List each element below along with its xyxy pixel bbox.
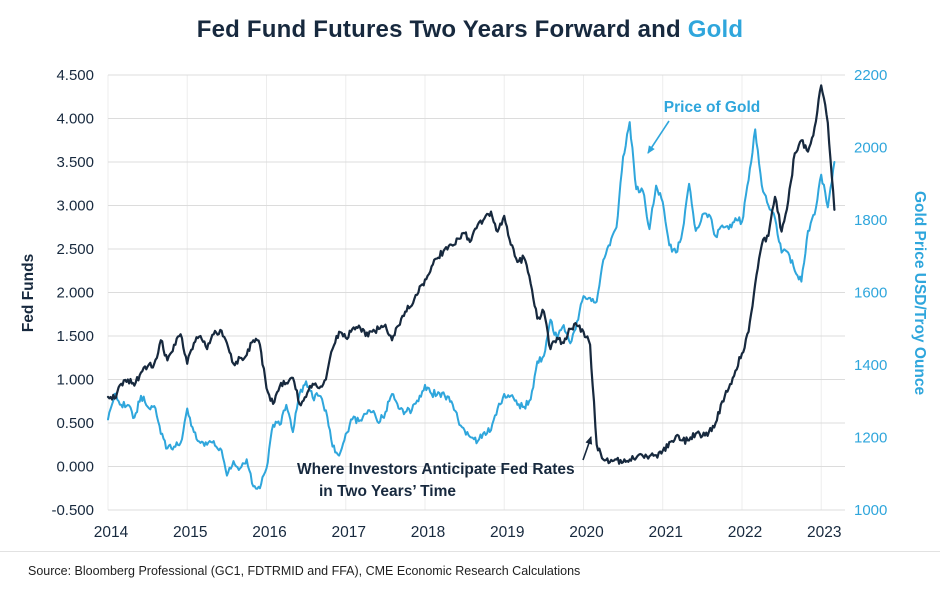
right-axis-tick-label: 1200 bbox=[854, 430, 887, 447]
right-axis-tick-label: 1000 bbox=[854, 502, 887, 519]
chart-title-main: Fed Fund Futures Two Years Forward and bbox=[196, 16, 688, 43]
annotation-text-price-of-gold: Price of Gold bbox=[664, 99, 760, 116]
gold-price-line bbox=[107, 121, 836, 490]
annotation-arrow-price-of-gold bbox=[647, 120, 670, 154]
right-axis-tick-label: 1800 bbox=[854, 212, 887, 229]
annotation-arrow-fed-anticipation bbox=[582, 436, 593, 461]
right-axis-title: Gold Price USD/Troy Ounce bbox=[911, 191, 928, 396]
annotation-text-fed-anticipation: Where Investors Anticipate Fed Rates bbox=[297, 461, 575, 478]
left-axis-tick-label: 0.000 bbox=[56, 459, 94, 476]
x-axis-tick-label: 2015 bbox=[173, 524, 207, 541]
x-axis-tick-label: 2018 bbox=[411, 524, 445, 541]
x-axis-tick-label: 2022 bbox=[728, 524, 762, 541]
left-axis-tick-label: 3.500 bbox=[56, 154, 94, 171]
left-axis-tick-label: 1.500 bbox=[56, 328, 94, 345]
source-note: Source: Bloomberg Professional (GC1, FDT… bbox=[0, 551, 940, 578]
chart-title: Fed Fund Futures Two Years Forward and G… bbox=[0, 16, 940, 44]
right-axis-tick-label: 1600 bbox=[854, 285, 887, 302]
x-axis-tick-label: 2023 bbox=[807, 524, 841, 541]
x-axis-tick-label: 2021 bbox=[648, 524, 682, 541]
x-axis-tick-label: 2019 bbox=[490, 524, 524, 541]
chart-svg: 4.500 4.000 3.500 3.000 2.500 2.000 1.500 1.000… bbox=[20, 67, 928, 541]
annotation-text-fed-anticipation: in Two Years’ Time bbox=[319, 483, 456, 500]
left-axis-title: Fed Funds bbox=[20, 254, 37, 332]
x-axis-tick-label: 2014 bbox=[94, 524, 129, 541]
right-axis-tick-label: 2200 bbox=[854, 67, 887, 84]
left-axis-tick-label: 4.000 bbox=[56, 111, 94, 128]
right-axis-tick-label: 2000 bbox=[854, 140, 887, 157]
x-axis-tick-label: 2017 bbox=[331, 524, 365, 541]
right-axis-tick-label: 1400 bbox=[854, 357, 887, 374]
left-axis-tick-label: -0.500 bbox=[51, 502, 94, 519]
left-axis-tick-label: 4.500 bbox=[56, 67, 94, 84]
left-axis-tick-label: 2.000 bbox=[56, 285, 94, 302]
left-axis-tick-label: 1.000 bbox=[56, 372, 94, 389]
fed-funds-line bbox=[106, 84, 836, 465]
left-axis-tick-label: 3.000 bbox=[56, 198, 94, 215]
chart-title-highlight: Gold bbox=[687, 16, 744, 43]
left-axis-tick-label: 2.500 bbox=[56, 241, 94, 258]
x-axis-tick-label: 2020 bbox=[569, 524, 604, 541]
x-axis-tick-label: 2016 bbox=[252, 524, 286, 541]
left-axis-tick-label: 0.500 bbox=[56, 415, 94, 432]
